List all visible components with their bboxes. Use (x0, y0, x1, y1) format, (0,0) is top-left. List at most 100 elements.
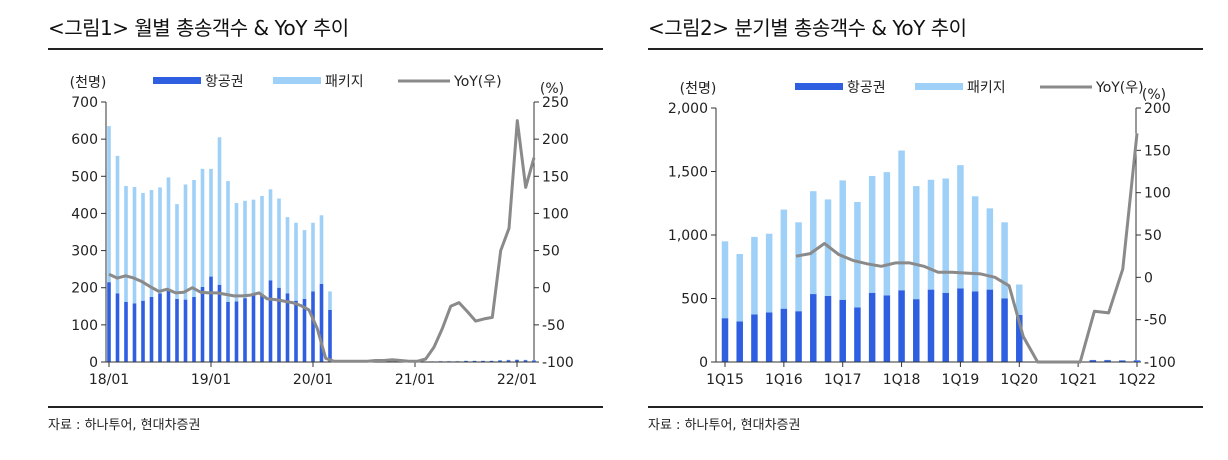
bar-package (107, 126, 111, 283)
bar-package (751, 236, 758, 315)
bar-package (217, 137, 222, 285)
bar-package (124, 185, 128, 302)
x-tick-label: 1Q18 (883, 372, 921, 388)
right-tick-label: 150 (542, 169, 569, 185)
right-tick-label: 200 (1144, 101, 1171, 117)
bar-air-ticket (328, 310, 332, 362)
left-tick-label: 1,000 (668, 228, 708, 244)
bar-air-ticket (226, 301, 230, 362)
bar-package (780, 209, 788, 309)
bar-air-ticket (149, 297, 154, 362)
bar-air-ticket (481, 360, 485, 362)
title-rule (648, 48, 1203, 50)
bar-package (1016, 284, 1023, 316)
legend-air-swatch (153, 77, 201, 84)
bar-package (311, 222, 315, 292)
chart-title: <그림1> 월별 총송객수 & YoY 추이 (48, 16, 349, 40)
bar-package (251, 199, 256, 295)
bar-package (765, 233, 773, 313)
chart-svg: 0 100 200 300 400 500 600 700 -100 -50 0 50 100 150 20… (70, 74, 574, 388)
bar-package (226, 181, 230, 302)
bar-air-ticket (243, 298, 247, 362)
right-tick-label: -100 (1144, 355, 1176, 371)
bar-package (1001, 222, 1008, 299)
bar-package (285, 217, 290, 294)
bar-air-ticket (721, 318, 729, 362)
left-tick-label: 300 (71, 244, 98, 260)
bar-package (854, 201, 861, 308)
left-tick-label: 0 (699, 355, 708, 371)
bar-air-ticket (913, 299, 920, 362)
left-tick-label: 600 (71, 132, 98, 148)
x-tick-label: 1Q17 (824, 372, 862, 388)
bar-air-ticket (124, 301, 128, 362)
bar-package (243, 200, 247, 299)
bar-air-ticket (200, 286, 205, 362)
legend-package-label: 패키지 (325, 74, 364, 90)
bar-air-ticket (285, 293, 290, 362)
right-tick-label: 0 (542, 281, 551, 297)
right-tick-label: 200 (542, 132, 569, 148)
title-rule (48, 48, 603, 50)
left-tick-label: 0 (89, 355, 98, 371)
x-tick-label: 1Q19 (942, 372, 980, 388)
bar-package (175, 204, 179, 299)
right-tick-label: 100 (1144, 186, 1171, 202)
bar-air-ticket (736, 321, 743, 362)
right-tick-label: -50 (542, 318, 565, 334)
bar-air-ticket (192, 297, 196, 362)
bar-package (971, 196, 979, 292)
left-tick-label: 100 (71, 318, 98, 334)
left-tick-label: 1,500 (668, 165, 708, 181)
bar-air-ticket (810, 294, 817, 362)
legend-package-swatch (915, 83, 963, 90)
left-unit-label: (천명) (70, 75, 107, 91)
bar-air-ticket (765, 312, 773, 362)
bar-air-ticket (319, 284, 324, 362)
bottom-rule (648, 406, 1203, 408)
legend-air-swatch (795, 83, 843, 90)
bar-air-ticket (489, 360, 494, 362)
bar-package (277, 198, 281, 288)
bar-package (839, 180, 846, 300)
bar-air-ticket (115, 293, 120, 362)
bar-air-ticket (1016, 315, 1023, 362)
bar-air-ticket (175, 298, 179, 362)
bar-air-ticket (260, 294, 264, 362)
right-tick-label: 100 (542, 206, 569, 222)
bar-package (158, 187, 162, 294)
bar-air-ticket (854, 307, 861, 362)
chart-panel-1: <그림1> 월별 총송객수 & YoY 추이 0 100 200 300 400 500 6… (48, 0, 608, 460)
bar-air-ticket (506, 360, 511, 362)
legend-air-label: 항공권 (205, 74, 244, 90)
right-tick-label: 250 (542, 95, 569, 111)
x-tick-label: 22/01 (497, 372, 537, 388)
x-tick-label: 19/01 (191, 372, 231, 388)
bar-air-ticket (498, 360, 502, 362)
bar-air-ticket (472, 360, 477, 362)
bar-air-ticket (183, 299, 188, 362)
x-tick-label: 1Q15 (706, 372, 744, 388)
bar-package (883, 172, 891, 296)
bar-air-ticket (1089, 360, 1097, 362)
bar-air-ticket (294, 300, 298, 362)
bar-air-ticket (166, 290, 171, 362)
bar-air-ticket (1133, 360, 1141, 362)
bar-package (192, 180, 196, 297)
bar-air-ticket (898, 290, 905, 362)
bar-package (166, 177, 171, 291)
bar-air-ticket (1119, 360, 1126, 362)
right-tick-label: 50 (542, 244, 560, 260)
left-tick-label: 500 (71, 169, 98, 185)
left-tick-label: 500 (681, 292, 708, 308)
bar-air-ticket (957, 288, 964, 362)
bar-air-ticket (523, 360, 528, 362)
bar-air-ticket (268, 280, 273, 362)
bar-air-ticket (839, 299, 846, 362)
chart-title: <그림2> 분기별 총송객수 & YoY 추이 (648, 16, 967, 40)
bar-package (302, 230, 307, 299)
bar-air-ticket (1104, 360, 1111, 362)
bar-package (927, 179, 935, 290)
bar-air-ticket (868, 292, 876, 362)
left-unit-label: (천명) (680, 81, 717, 97)
